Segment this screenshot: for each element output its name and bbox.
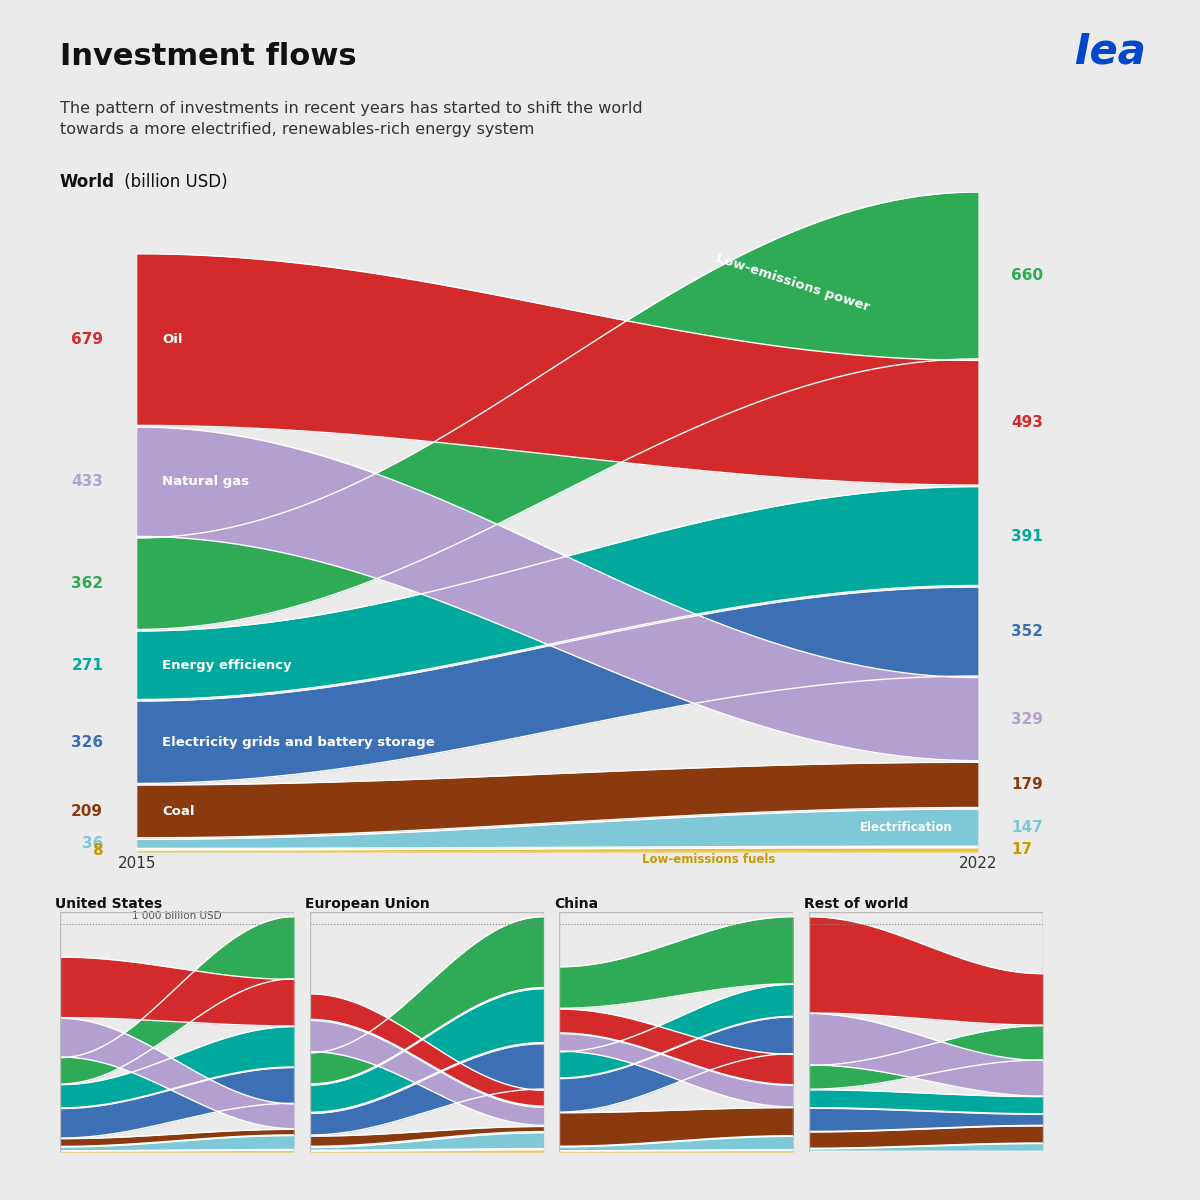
- Text: World: World: [60, 173, 115, 191]
- Text: 329: 329: [1012, 712, 1044, 727]
- Text: 326: 326: [71, 734, 103, 750]
- Text: 493: 493: [1012, 415, 1043, 431]
- Text: Natural gas: Natural gas: [162, 475, 250, 488]
- Text: European Union: European Union: [305, 896, 430, 911]
- Text: (billion USD): (billion USD): [119, 173, 228, 191]
- Text: United States: United States: [55, 896, 162, 911]
- Bar: [60, 912, 294, 1152]
- Text: 8: 8: [92, 844, 103, 858]
- Text: Rest of world: Rest of world: [804, 896, 908, 911]
- Text: China: China: [554, 896, 599, 911]
- Text: Electrification: Electrification: [860, 821, 953, 834]
- Text: The pattern of investments in recent years has started to shift the world
toward: The pattern of investments in recent yea…: [60, 101, 643, 137]
- Text: 147: 147: [1012, 820, 1043, 835]
- Text: 660: 660: [1012, 268, 1044, 283]
- Text: 209: 209: [71, 804, 103, 818]
- Text: Energy efficiency: Energy efficiency: [162, 659, 292, 672]
- Bar: [310, 912, 544, 1152]
- Text: 36: 36: [82, 836, 103, 852]
- Text: Iea: Iea: [1074, 30, 1146, 72]
- Text: Electricity grids and battery storage: Electricity grids and battery storage: [162, 736, 434, 749]
- Text: 2022: 2022: [959, 856, 997, 871]
- Text: Low-emissions power: Low-emissions power: [714, 252, 871, 314]
- Text: Oil: Oil: [162, 334, 182, 346]
- Text: 391: 391: [1012, 528, 1043, 544]
- Text: 352: 352: [1012, 624, 1044, 638]
- Text: Coal: Coal: [162, 805, 194, 818]
- Text: Low-emissions fuels: Low-emissions fuels: [642, 853, 775, 866]
- Text: 679: 679: [71, 332, 103, 347]
- Text: Investment flows: Investment flows: [60, 42, 356, 71]
- Bar: [809, 912, 1043, 1152]
- Bar: [559, 912, 793, 1152]
- Text: 17: 17: [1012, 842, 1033, 857]
- Text: 1 000 billion USD: 1 000 billion USD: [132, 912, 222, 922]
- Text: 179: 179: [1012, 778, 1043, 792]
- Text: 433: 433: [71, 474, 103, 490]
- Text: 271: 271: [71, 658, 103, 673]
- Text: 362: 362: [71, 576, 103, 592]
- Text: 2015: 2015: [118, 856, 156, 871]
